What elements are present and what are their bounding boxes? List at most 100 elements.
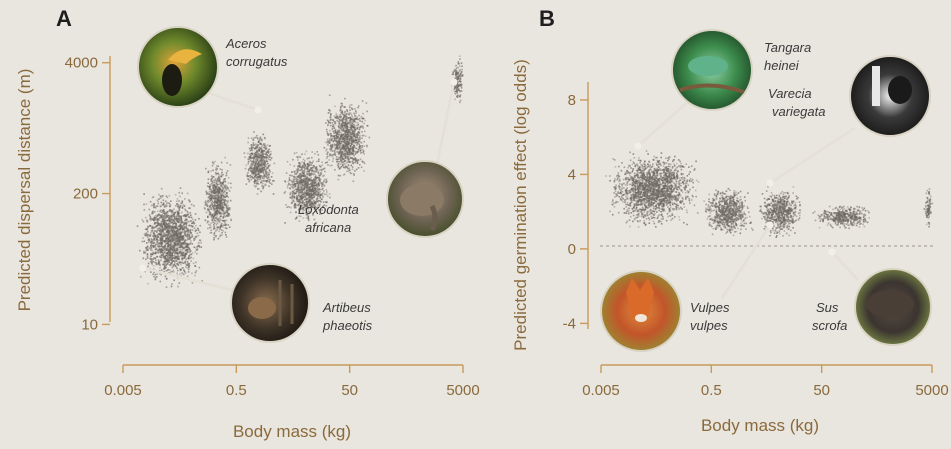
data-point (342, 153, 345, 156)
data-point (269, 156, 271, 158)
data-point (218, 186, 220, 188)
data-point (302, 192, 305, 195)
data-point (193, 237, 195, 240)
data-point (354, 126, 356, 129)
data-point (223, 214, 225, 217)
data-point (207, 216, 209, 218)
data-point (216, 211, 218, 214)
data-point (342, 161, 344, 164)
data-point (343, 138, 345, 141)
data-point (291, 186, 294, 188)
data-point (333, 150, 336, 152)
data-point (167, 227, 170, 230)
data-point (359, 138, 362, 140)
data-point (262, 133, 265, 136)
data-point (301, 190, 303, 192)
data-point (293, 177, 295, 179)
data-point (155, 251, 157, 254)
data-point (342, 163, 344, 165)
data-point (144, 234, 147, 236)
data-point (209, 194, 212, 196)
data-point (224, 216, 226, 218)
data-point (345, 126, 347, 129)
data-point (314, 200, 316, 203)
data-point (331, 153, 334, 156)
data-point (159, 233, 161, 236)
data-point (157, 234, 159, 236)
data-point (159, 233, 161, 235)
data-point (182, 234, 185, 237)
data-point (171, 215, 173, 218)
data-point (319, 213, 321, 215)
data-point (207, 182, 209, 184)
data-point (263, 146, 265, 149)
data-point (146, 245, 149, 248)
data-point (258, 164, 261, 167)
data-point (253, 172, 255, 174)
data-point (164, 261, 166, 263)
data-point (337, 141, 339, 143)
data-point (145, 249, 148, 252)
data-point (181, 252, 184, 255)
data-point (352, 132, 354, 134)
data-point (350, 127, 352, 130)
data-point (162, 203, 165, 206)
data-point (342, 118, 344, 120)
data-point (178, 229, 181, 231)
data-point (314, 166, 316, 168)
data-point (318, 158, 320, 161)
data-point (303, 166, 305, 169)
data-point (302, 208, 304, 211)
data-point (319, 203, 321, 206)
data-point (311, 179, 313, 182)
data-point (143, 250, 145, 253)
data-point (357, 167, 360, 169)
data-point (180, 261, 182, 264)
data-point (303, 163, 306, 165)
data-point (341, 111, 344, 114)
data-point (297, 179, 300, 181)
data-point (224, 231, 227, 234)
data-point (264, 162, 266, 165)
data-point (181, 202, 183, 205)
data-point (163, 205, 166, 208)
data-point (350, 113, 353, 116)
data-point (160, 220, 162, 223)
data-point (351, 162, 354, 164)
data-point (310, 185, 313, 188)
data-point (151, 242, 153, 244)
data-point (339, 150, 341, 153)
data-point (345, 152, 348, 154)
data-point (226, 209, 228, 212)
data-point (230, 186, 232, 189)
data-point (146, 257, 149, 259)
data-point (185, 245, 188, 247)
data-point (323, 190, 325, 192)
data-point (264, 143, 266, 145)
data-point (164, 267, 166, 269)
data-point (179, 236, 182, 239)
data-point (254, 158, 257, 160)
data-point (353, 158, 355, 161)
data-point (187, 232, 189, 234)
data-point (167, 238, 170, 240)
data-point (162, 216, 164, 218)
data-point (255, 154, 258, 156)
data-point (221, 195, 223, 197)
data-point (345, 134, 347, 136)
data-point (252, 142, 255, 144)
data-point (150, 249, 152, 251)
data-point (190, 216, 193, 219)
data-point (334, 128, 337, 131)
data-point (143, 209, 146, 211)
data-point (291, 195, 293, 198)
data-point (171, 237, 173, 239)
data-point (220, 212, 222, 215)
data-point (160, 229, 162, 231)
data-point (337, 145, 340, 147)
data-point (222, 216, 224, 219)
data-point (264, 156, 267, 158)
data-point (316, 171, 319, 173)
data-point (325, 157, 328, 160)
data-point (319, 165, 322, 168)
